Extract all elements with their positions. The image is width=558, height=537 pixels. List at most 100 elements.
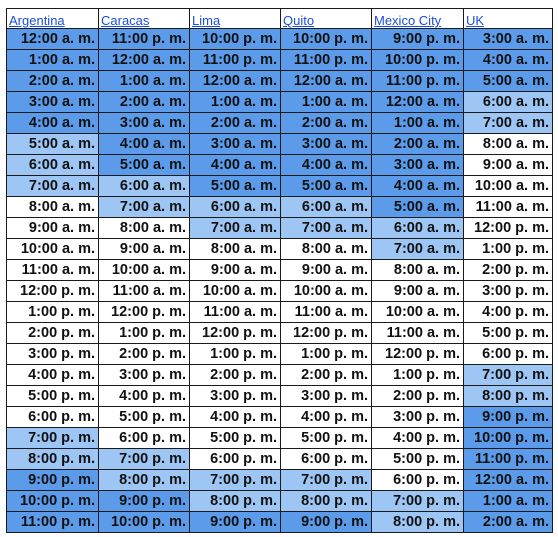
time-cell[interactable]: 6:00 a. m. [463, 91, 553, 113]
time-cell[interactable]: 11:00 a. m. [463, 196, 553, 218]
time-cell[interactable]: 3:00 p. m. [280, 385, 372, 407]
time-cell[interactable]: 1:00 p. m. [189, 343, 281, 365]
time-cell[interactable]: 4:00 p. m. [463, 301, 553, 323]
time-cell[interactable]: 3:00 a. m. [98, 112, 190, 134]
time-cell[interactable]: 8:00 p. m. [189, 490, 281, 512]
time-cell[interactable]: 9:00 a. m. [98, 238, 190, 260]
time-cell[interactable]: 10:00 p. m. [189, 28, 281, 50]
column-header-lima[interactable]: Lima [189, 8, 281, 29]
column-header-mexico-city[interactable]: Mexico City [371, 8, 464, 29]
time-cell[interactable]: 10:00 a. m. [463, 175, 553, 197]
time-cell[interactable]: 11:00 p. m. [6, 511, 99, 533]
time-cell[interactable]: 8:00 a. m. [280, 238, 372, 260]
time-cell[interactable]: 3:00 a. m. [371, 154, 464, 176]
time-cell[interactable]: 8:00 a. m. [98, 217, 190, 239]
time-cell[interactable]: 2:00 a. m. [463, 511, 553, 533]
time-cell[interactable]: 10:00 p. m. [463, 427, 553, 449]
time-cell[interactable]: 10:00 p. m. [6, 490, 99, 512]
time-cell[interactable]: 2:00 p. m. [371, 385, 464, 407]
time-cell[interactable]: 8:00 a. m. [189, 238, 281, 260]
time-cell[interactable]: 5:00 a. m. [6, 133, 99, 155]
time-cell[interactable]: 7:00 a. m. [280, 217, 372, 239]
time-cell[interactable]: 4:00 p. m. [98, 385, 190, 407]
time-cell[interactable]: 8:00 a. m. [6, 196, 99, 218]
time-cell[interactable]: 11:00 p. m. [463, 448, 553, 470]
time-cell[interactable]: 8:00 p. m. [6, 448, 99, 470]
time-cell[interactable]: 11:00 p. m. [371, 70, 464, 92]
time-cell[interactable]: 3:00 a. m. [280, 133, 372, 155]
time-cell[interactable]: 8:00 p. m. [463, 385, 553, 407]
time-cell[interactable]: 4:00 a. m. [463, 49, 553, 71]
time-cell[interactable]: 12:00 a. m. [463, 469, 553, 491]
time-cell[interactable]: 6:00 a. m. [6, 154, 99, 176]
time-cell[interactable]: 11:00 p. m. [280, 49, 372, 71]
time-cell[interactable]: 2:00 p. m. [189, 364, 281, 386]
time-cell[interactable]: 6:00 p. m. [371, 469, 464, 491]
time-cell[interactable]: 10:00 p. m. [371, 49, 464, 71]
time-cell[interactable]: 7:00 a. m. [463, 112, 553, 134]
time-cell[interactable]: 7:00 a. m. [98, 196, 190, 218]
time-cell[interactable]: 4:00 a. m. [6, 112, 99, 134]
time-cell[interactable]: 11:00 a. m. [371, 322, 464, 344]
time-cell[interactable]: 12:00 p. m. [98, 301, 190, 323]
time-cell[interactable]: 9:00 p. m. [6, 469, 99, 491]
time-cell[interactable]: 1:00 p. m. [463, 238, 553, 260]
time-cell[interactable]: 8:00 a. m. [371, 259, 464, 281]
time-cell[interactable]: 4:00 a. m. [189, 154, 281, 176]
time-cell[interactable]: 12:00 p. m. [280, 322, 372, 344]
time-cell[interactable]: 8:00 p. m. [280, 490, 372, 512]
time-cell[interactable]: 7:00 p. m. [189, 469, 281, 491]
time-cell[interactable]: 2:00 a. m. [189, 112, 281, 134]
time-cell[interactable]: 1:00 p. m. [280, 343, 372, 365]
time-cell[interactable]: 4:00 p. m. [189, 406, 281, 428]
time-cell[interactable]: 11:00 a. m. [189, 301, 281, 323]
time-cell[interactable]: 2:00 a. m. [6, 70, 99, 92]
time-cell[interactable]: 5:00 a. m. [189, 175, 281, 197]
time-cell[interactable]: 10:00 p. m. [98, 511, 190, 533]
time-cell[interactable]: 6:00 p. m. [6, 406, 99, 428]
time-cell[interactable]: 7:00 a. m. [189, 217, 281, 239]
time-cell[interactable]: 2:00 p. m. [280, 364, 372, 386]
time-cell[interactable]: 5:00 p. m. [463, 322, 553, 344]
time-cell[interactable]: 8:00 p. m. [371, 511, 464, 533]
time-cell[interactable]: 3:00 a. m. [463, 28, 553, 50]
time-cell[interactable]: 3:00 a. m. [6, 91, 99, 113]
time-cell[interactable]: 1:00 a. m. [6, 49, 99, 71]
time-cell[interactable]: 2:00 p. m. [98, 343, 190, 365]
time-cell[interactable]: 6:00 p. m. [98, 427, 190, 449]
time-cell[interactable]: 11:00 a. m. [98, 280, 190, 302]
time-cell[interactable]: 10:00 a. m. [371, 301, 464, 323]
time-cell[interactable]: 9:00 a. m. [6, 217, 99, 239]
time-cell[interactable]: 4:00 p. m. [6, 364, 99, 386]
time-cell[interactable]: 5:00 a. m. [280, 175, 372, 197]
time-cell[interactable]: 4:00 a. m. [280, 154, 372, 176]
time-cell[interactable]: 10:00 p. m. [280, 28, 372, 50]
time-cell[interactable]: 1:00 p. m. [371, 364, 464, 386]
time-cell[interactable]: 9:00 a. m. [189, 259, 281, 281]
time-cell[interactable]: 2:00 p. m. [6, 322, 99, 344]
time-cell[interactable]: 5:00 p. m. [98, 406, 190, 428]
time-cell[interactable]: 7:00 p. m. [6, 427, 99, 449]
time-cell[interactable]: 12:00 p. m. [189, 322, 281, 344]
time-cell[interactable]: 3:00 p. m. [189, 385, 281, 407]
time-cell[interactable]: 4:00 a. m. [371, 175, 464, 197]
time-cell[interactable]: 2:00 a. m. [371, 133, 464, 155]
time-cell[interactable]: 12:00 p. m. [463, 217, 553, 239]
time-cell[interactable]: 6:00 p. m. [189, 448, 281, 470]
time-cell[interactable]: 9:00 p. m. [189, 511, 281, 533]
time-cell[interactable]: 9:00 p. m. [98, 490, 190, 512]
time-cell[interactable]: 1:00 a. m. [98, 70, 190, 92]
time-cell[interactable]: 10:00 a. m. [189, 280, 281, 302]
time-cell[interactable]: 11:00 a. m. [6, 259, 99, 281]
time-cell[interactable]: 1:00 a. m. [189, 91, 281, 113]
time-cell[interactable]: 12:00 a. m. [98, 49, 190, 71]
time-cell[interactable]: 9:00 a. m. [371, 280, 464, 302]
time-cell[interactable]: 3:00 p. m. [6, 343, 99, 365]
time-cell[interactable]: 11:00 a. m. [280, 301, 372, 323]
time-cell[interactable]: 7:00 p. m. [98, 448, 190, 470]
column-header-uk[interactable]: UK [463, 8, 553, 29]
time-cell[interactable]: 10:00 a. m. [6, 238, 99, 260]
time-cell[interactable]: 5:00 a. m. [463, 70, 553, 92]
time-cell[interactable]: 9:00 a. m. [463, 154, 553, 176]
time-cell[interactable]: 3:00 p. m. [463, 280, 553, 302]
